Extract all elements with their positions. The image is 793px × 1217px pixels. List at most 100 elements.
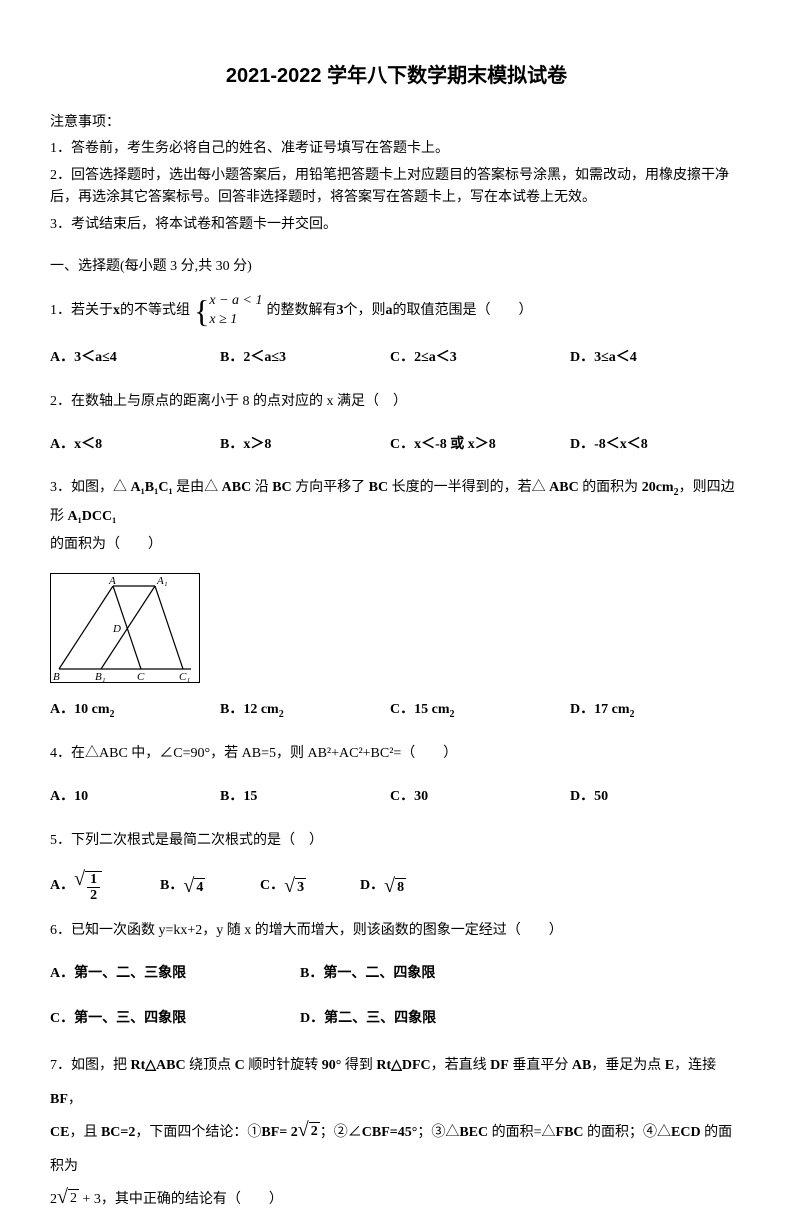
q1-opt-c: C．2≤a＜3 xyxy=(390,343,570,374)
question-6: 6．已知一次函数 y=kx+2，y 随 x 的增大而增大，则该函数的图象一定经过… xyxy=(50,917,743,945)
fig-label-B: B xyxy=(53,671,60,682)
q3-area: 20cm2 xyxy=(642,480,679,495)
q3-stem-b: 是由△ xyxy=(173,480,222,495)
q7-c4-val: 2√2 + 3 xyxy=(50,1192,101,1207)
q3-bc2: BC xyxy=(369,480,388,495)
q3-figure: A A₁ B B₁ C C₁ D xyxy=(50,573,200,683)
q7-l3c: ，其中正确的结论有（ ） xyxy=(101,1192,283,1207)
q7-l2d: ；②∠ xyxy=(320,1125,362,1140)
brace-left-icon: { xyxy=(194,295,209,327)
notice-2: 2．回答选择题时，选出每小题答案后，用铅笔把答题卡上对应题目的答案标号涂黑，如需… xyxy=(50,165,743,210)
q6-opt-c: C．第一、三、四象限 xyxy=(50,1004,300,1035)
q7-c2: CBF=45° xyxy=(362,1125,418,1140)
q3-opt-b: B．12 cm2 xyxy=(220,695,390,726)
q4-opt-d: D．50 xyxy=(570,782,720,813)
sqrt-icon: √8 xyxy=(384,876,406,897)
sqrt-icon: √2 xyxy=(298,1120,320,1141)
q3-quad: A₁DCC₁ xyxy=(68,509,117,524)
q7-l1c: 顺时针旋转 xyxy=(245,1058,322,1073)
q7-df: DF xyxy=(490,1058,509,1073)
fig-label-A: A xyxy=(108,575,116,587)
q7-c1-sqrt: 2√2 xyxy=(291,1125,320,1140)
q7-ce: CE xyxy=(50,1125,69,1140)
q3-stem-c: 沿 xyxy=(251,480,272,495)
q1-sys2: x ≥ 1 xyxy=(209,311,262,329)
q1-stem-b: 的不等式组 xyxy=(120,297,190,325)
q7-l1g: ，垂足为点 xyxy=(591,1058,665,1073)
q3-stem-f: 的面积为 xyxy=(579,480,642,495)
q7-l1d: 得到 xyxy=(341,1058,376,1073)
q7-l2e: ；③△ xyxy=(417,1125,459,1140)
q4-opt-c: C．30 xyxy=(390,782,570,813)
q5-options: A． √ 1 2 B． √4 C． √3 D． √8 xyxy=(50,869,743,904)
q7-c1a: BF= xyxy=(261,1125,290,1140)
q7-c: C xyxy=(235,1058,245,1073)
q1-opt-a: A．3＜a≤4 xyxy=(50,343,220,374)
q7-bf: BF xyxy=(50,1092,68,1107)
q3-opt-d: D．17 cm2 xyxy=(570,695,720,726)
q2-options: A．x＜8 B．x＞8 C．x＜-8 或 x＞8 D．-8＜x＜8 xyxy=(50,430,743,461)
q3-options: A．10 cm2 B．12 cm2 C．15 cm2 D．17 cm2 xyxy=(50,695,743,726)
question-2: 2．在数轴上与原点的距离小于 8 的点对应的 x 满足（ ） xyxy=(50,388,743,416)
question-3: 3．如图，△ A₁B₁C₁ 是由△ ABC 沿 BC 方向平移了 BC 长度的一… xyxy=(50,474,743,559)
q7-l2b: ，且 xyxy=(69,1125,101,1140)
q4-options: A．10 B．15 C．30 D．50 xyxy=(50,782,743,813)
q3-abc2: ABC xyxy=(549,480,579,495)
q1-three: 3 xyxy=(336,297,343,325)
notice-1: 1．答卷前，考生务必将自己的姓名、准考证号填写在答题卡上。 xyxy=(50,138,743,160)
triangle-translation-icon: A A₁ B B₁ C C₁ D xyxy=(51,574,199,682)
question-1: 1．若关于 x 的不等式组 { x − a < 1 x ≥ 1 的整数解有 3 … xyxy=(50,292,743,328)
q3-stem-e: 长度的一半得到的，若△ xyxy=(388,480,549,495)
q5-opt-a: A． √ 1 2 xyxy=(50,869,160,904)
q7-c3a: BEC xyxy=(459,1125,488,1140)
q7-ab: AB xyxy=(572,1058,591,1073)
q7-l1h: ，连接 xyxy=(674,1058,716,1073)
q6-options-row2: C．第一、三、四象限 D．第二、三、四象限 xyxy=(50,1004,743,1035)
q7-l1i: ， xyxy=(68,1092,82,1107)
q7-l2f: 的面积=△ xyxy=(488,1125,555,1140)
q2-opt-a: A．x＜8 xyxy=(50,430,220,461)
q3-stem-a: 3．如图，△ xyxy=(50,480,131,495)
q1-stem-d: 个，则 xyxy=(343,297,385,325)
q7-rt2: Rt△DFC xyxy=(376,1058,430,1073)
q7-l1a: 7．如图，把 xyxy=(50,1058,131,1073)
fig-label-C: C xyxy=(137,671,145,682)
q7-c4: ECD xyxy=(671,1125,701,1140)
q1-options: A．3＜a≤4 B．2＜a≤3 C．2≤a＜3 D．3≤a＜4 xyxy=(50,343,743,374)
q1-sys1: x − a < 1 xyxy=(209,292,262,310)
q5-opt-d: D． √8 xyxy=(360,871,460,902)
q7-l2c: ，下面四个结论：① xyxy=(135,1125,261,1140)
q1-var-x: x xyxy=(113,297,120,325)
q3-opt-a: A．10 cm2 xyxy=(50,695,220,726)
q6-options-row1: A．第一、二、三象限 B．第一、二、四象限 xyxy=(50,959,743,990)
q4-opt-b: B．15 xyxy=(220,782,390,813)
q1-stem-c: 的整数解有 xyxy=(266,297,336,325)
question-5: 5．下列二次根式是最简二次根式的是（ ） xyxy=(50,827,743,855)
question-7: 7．如图，把 Rt△ABC 绕顶点 C 顺时针旋转 90° 得到 Rt△DFC，… xyxy=(50,1049,743,1217)
q5-opt-c: C． √3 xyxy=(260,871,360,902)
q2-opt-b: B．x＞8 xyxy=(220,430,390,461)
question-4: 4．在△ABC 中，∠C=90°，若 AB=5，则 AB²+AC²+BC²=（ … xyxy=(50,740,743,768)
q7-c3b: FBC xyxy=(556,1125,584,1140)
sqrt-icon: √ 1 2 xyxy=(74,869,102,904)
q6-opt-a: A．第一、二、三象限 xyxy=(50,959,300,990)
sqrt-icon: √2 xyxy=(57,1187,79,1208)
q5-opt-b: B． √4 xyxy=(160,871,260,902)
q7-deg: 90° xyxy=(322,1058,342,1073)
notice-heading: 注意事项： xyxy=(50,112,743,134)
fig-label-C1: C₁ xyxy=(179,671,190,682)
fig-label-B1: B₁ xyxy=(95,671,106,682)
q7-bc2: BC=2 xyxy=(101,1125,135,1140)
fig-label-A1: A₁ xyxy=(156,575,168,587)
q3-abc: ABC xyxy=(222,480,252,495)
q2-opt-c: C．x＜-8 或 x＞8 xyxy=(390,430,570,461)
q1-a: a xyxy=(385,297,392,325)
q7-l1f: 垂直平分 xyxy=(509,1058,572,1073)
q4-opt-a: A．10 xyxy=(50,782,220,813)
q1-system: { x − a < 1 x ≥ 1 xyxy=(194,292,262,328)
q3-stem-d: 方向平移了 xyxy=(292,480,369,495)
q7-e: E xyxy=(665,1058,674,1073)
q7-l1b: 绕顶点 xyxy=(186,1058,235,1073)
section-1-title: 一、选择题(每小题 3 分,共 30 分) xyxy=(50,256,743,278)
page-title: 2021-2022 学年八下数学期末模拟试卷 xyxy=(50,60,743,92)
